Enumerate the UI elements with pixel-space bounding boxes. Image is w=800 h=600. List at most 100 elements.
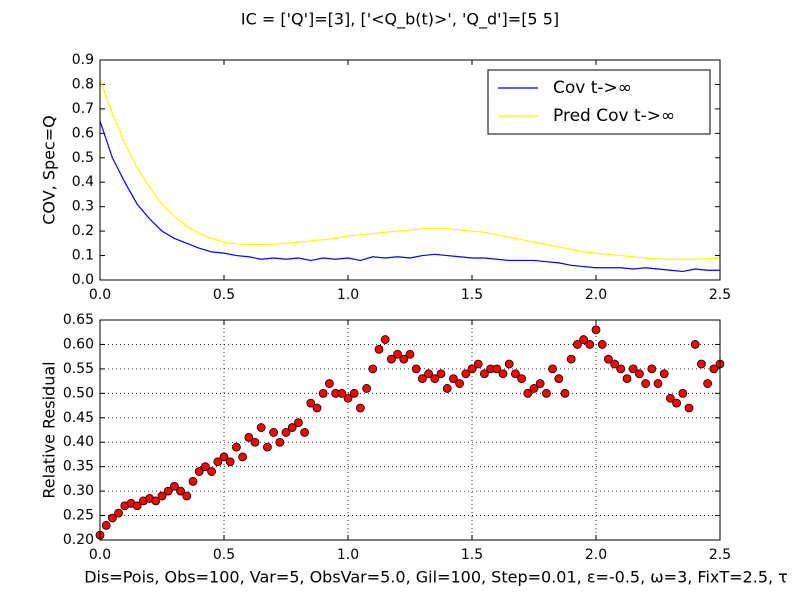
figure-title: IC = ['Q']=[3], ['<Q_b(t)>', 'Q_d']=[5 5… xyxy=(241,10,559,30)
y-tick-label: 0.50 xyxy=(63,385,94,401)
axes: 0.0 0.1 0.2 0.3 0.4 0.5 0.6 0.7 0.8 0.9 0.0 0.5 1.0 1… xyxy=(40,52,732,303)
y-tick-label: 0.6 xyxy=(72,125,94,141)
x-axis-label: Dis=Pois, Obs=100, Var=5, ObsVar=5.0, Gi… xyxy=(84,568,788,587)
x-tick-label: 1.0 xyxy=(337,287,359,303)
point xyxy=(535,379,545,388)
y-tick-label: 0.0 xyxy=(72,272,94,288)
y-tick-label: 0.1 xyxy=(72,248,94,264)
point xyxy=(355,403,365,413)
point xyxy=(157,491,167,501)
x-tick-label: 0.0 xyxy=(89,547,111,563)
point xyxy=(225,457,235,467)
point xyxy=(374,344,384,354)
axes-frame xyxy=(99,59,721,281)
point xyxy=(523,388,533,398)
point xyxy=(591,325,601,335)
point xyxy=(504,359,514,369)
point xyxy=(386,354,396,364)
series-line xyxy=(99,120,720,273)
point xyxy=(492,364,502,374)
axes: 0.20 0.25 0.30 0.35 0.40 0.45 0.50 0.55 0.60 0.65… xyxy=(40,312,788,587)
point xyxy=(287,423,297,432)
point xyxy=(169,481,179,491)
point xyxy=(293,418,303,428)
point xyxy=(585,340,595,349)
point xyxy=(194,467,204,476)
point xyxy=(473,359,483,369)
point xyxy=(269,428,279,437)
point xyxy=(312,403,322,413)
point xyxy=(498,369,508,379)
x-tick-label: 2.5 xyxy=(709,547,731,563)
point xyxy=(542,388,551,398)
legend-label: Cov t->∞ xyxy=(553,78,632,98)
point xyxy=(182,491,192,501)
y-tick-label: 0.60 xyxy=(63,336,94,352)
y-tick-label: 0.3 xyxy=(72,199,94,215)
series-line xyxy=(99,79,721,260)
point xyxy=(368,364,378,374)
legend-box xyxy=(487,69,711,135)
y-tick-label: 0.55 xyxy=(63,361,94,377)
point xyxy=(511,369,520,379)
point xyxy=(343,393,353,403)
point xyxy=(597,340,607,349)
x-tick-label: 1.5 xyxy=(461,287,483,303)
y-tick-label: 0.4 xyxy=(72,174,94,190)
point xyxy=(417,374,427,384)
point xyxy=(250,437,260,447)
y-tick-label: 0.7 xyxy=(72,101,94,117)
point xyxy=(647,364,657,374)
point xyxy=(579,335,588,344)
point xyxy=(703,379,712,388)
y-tick-label: 0.20 xyxy=(63,532,94,548)
point xyxy=(479,369,489,379)
point xyxy=(262,442,272,452)
point xyxy=(337,388,347,398)
point xyxy=(448,374,458,384)
point xyxy=(256,423,266,432)
point xyxy=(517,374,526,384)
x-tick-label: 1.5 xyxy=(461,547,483,563)
point xyxy=(560,388,570,398)
y-axis-label: COV, Spec=Q xyxy=(40,115,59,225)
point xyxy=(306,398,316,408)
point xyxy=(399,354,409,364)
point xyxy=(275,437,285,447)
point xyxy=(653,379,663,388)
point xyxy=(641,379,650,388)
point xyxy=(411,364,421,374)
x-tick-label: 1.0 xyxy=(337,547,359,563)
point xyxy=(163,486,173,496)
point xyxy=(554,374,564,384)
y-tick-label: 0.5 xyxy=(72,150,94,166)
point xyxy=(132,501,142,511)
point xyxy=(188,476,198,486)
point xyxy=(616,364,626,374)
y-tick-label: 0.35 xyxy=(63,459,94,475)
point xyxy=(548,364,557,374)
point xyxy=(573,340,582,349)
point xyxy=(436,369,446,379)
point xyxy=(635,369,644,379)
x-tick-label: 2.0 xyxy=(585,287,607,303)
y-tick-label: 0.40 xyxy=(63,434,94,450)
point xyxy=(529,384,539,393)
point xyxy=(628,364,638,374)
point xyxy=(176,486,186,496)
point xyxy=(349,388,359,398)
point xyxy=(114,508,123,518)
point xyxy=(672,398,681,408)
legend-label: Pred Cov t->∞ xyxy=(553,106,675,126)
x-tick-label: 2.0 xyxy=(585,547,607,563)
point xyxy=(318,388,328,398)
point xyxy=(461,369,471,379)
point xyxy=(362,384,372,393)
point xyxy=(467,364,477,374)
point xyxy=(566,354,576,364)
point xyxy=(324,379,334,388)
y-tick-label: 0.25 xyxy=(63,508,94,524)
point xyxy=(213,457,223,467)
point xyxy=(101,520,111,530)
point xyxy=(219,452,229,462)
